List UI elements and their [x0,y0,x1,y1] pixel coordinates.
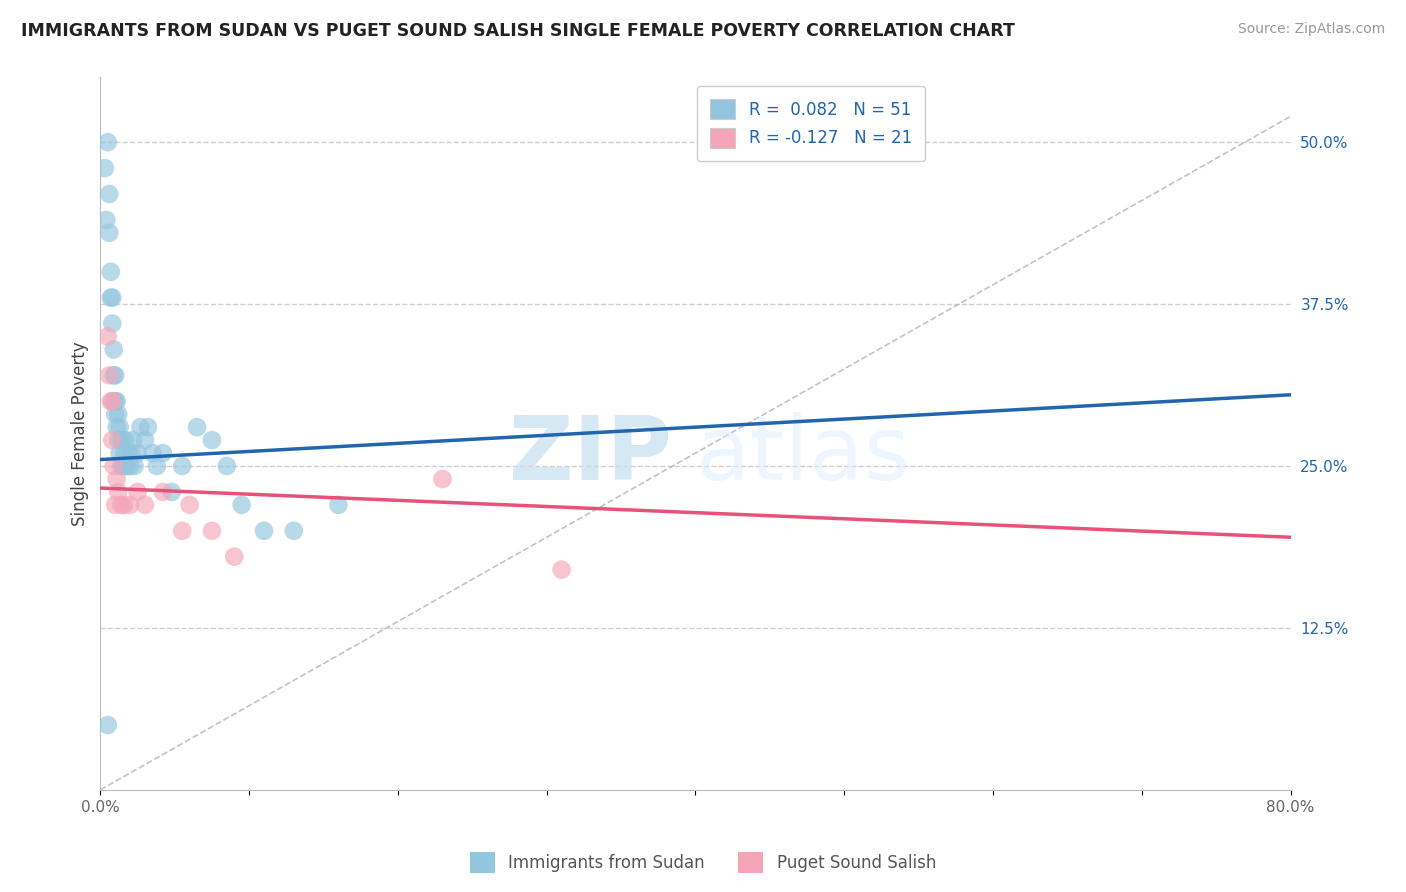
Point [432,472,454,486]
Point [97,135,120,149]
Point [101,394,124,409]
Point [121,446,143,460]
Point [105,472,128,486]
Point [110,458,132,473]
Point [215,458,238,473]
Point [112,458,135,473]
Point [201,524,224,538]
Point [179,498,201,512]
Point [100,265,122,279]
Point [120,458,142,473]
Point [103,368,125,383]
Point [111,433,134,447]
Point [97,718,120,732]
Point [100,394,122,409]
Point [152,484,174,499]
Point [104,407,127,421]
Point [141,446,163,460]
Point [127,446,149,460]
Point [122,433,145,447]
Point [97,329,120,343]
Point [224,549,246,564]
Point [134,433,156,447]
Point [101,317,124,331]
Point [550,563,572,577]
Point [124,458,146,473]
Point [104,368,127,383]
Point [114,433,136,447]
Text: Source: ZipAtlas.com: Source: ZipAtlas.com [1237,22,1385,37]
Point [98,187,121,202]
Point [98,226,121,240]
Point [96,213,118,227]
Point [127,484,149,499]
Point [283,524,305,538]
Point [112,446,135,460]
Point [201,433,224,447]
Point [104,498,127,512]
Point [186,420,208,434]
Point [231,498,253,512]
Point [110,433,132,447]
Point [101,433,124,447]
Point [107,484,129,499]
Text: IMMIGRANTS FROM SUDAN VS PUGET SOUND SALISH SINGLE FEMALE POVERTY CORRELATION CH: IMMIGRANTS FROM SUDAN VS PUGET SOUND SAL… [21,22,1015,40]
Point [103,343,125,357]
Point [100,291,122,305]
Point [107,433,129,447]
Point [172,524,194,538]
Point [146,458,169,473]
Point [112,498,135,512]
Point [136,420,159,434]
Point [108,446,131,460]
Point [110,498,132,512]
Point [105,394,128,409]
Point [152,446,174,460]
Point [160,484,183,499]
Point [253,524,276,538]
Point [94,161,117,175]
Point [120,498,142,512]
Point [98,368,121,383]
Point [111,458,134,473]
Point [115,458,138,473]
Point [101,291,124,305]
Point [328,498,350,512]
Point [129,420,152,434]
Point [134,498,156,512]
Point [108,420,131,434]
Y-axis label: Single Female Poverty: Single Female Poverty [72,342,89,526]
Point [105,420,128,434]
Legend: R =  0.082   N = 51, R = -0.127   N = 21: R = 0.082 N = 51, R = -0.127 N = 21 [697,86,925,161]
Point [107,407,129,421]
Text: ZIP: ZIP [509,411,672,499]
Legend: Immigrants from Sudan, Puget Sound Salish: Immigrants from Sudan, Puget Sound Salis… [464,846,942,880]
Point [104,394,127,409]
Point [117,446,139,460]
Point [172,458,194,473]
Point [103,458,125,473]
Text: atlas: atlas [696,411,911,499]
Point [103,394,125,409]
